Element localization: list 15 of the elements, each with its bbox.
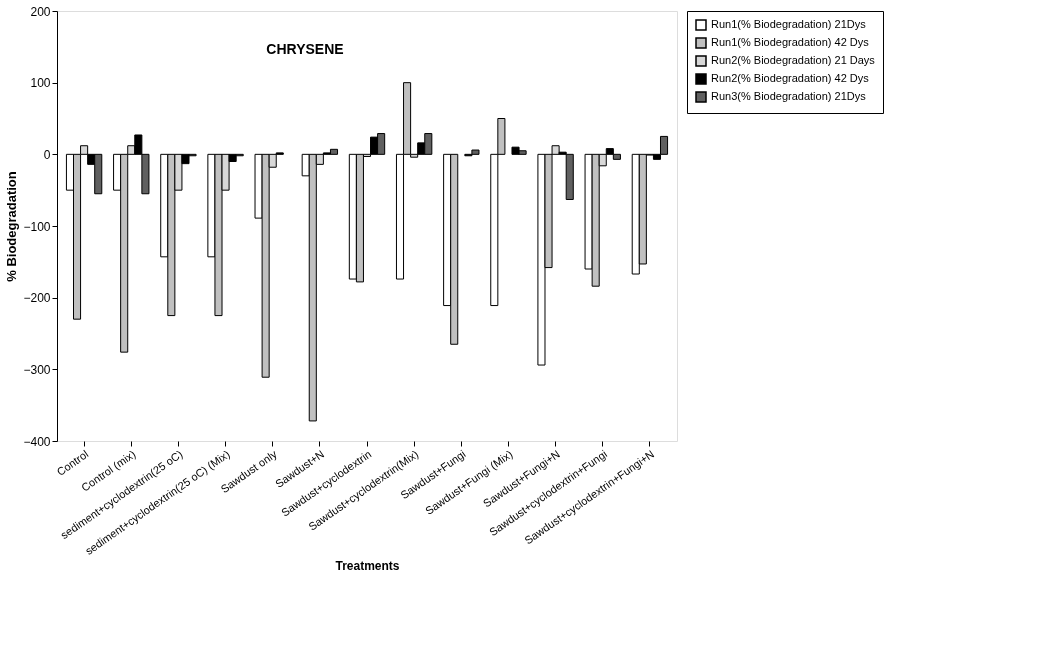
y-tick-label: −300 [23,362,51,377]
y-tick-label: −100 [23,219,51,234]
text: CHRYSENE [266,40,344,57]
y-tick-label: −200 [23,291,51,306]
y-tick-label: 0 [43,147,51,162]
legend-label: Run3(% Biodegradation) 21Dys [711,90,867,102]
legend-label: Run2(% Biodegradation) 42 Dys [711,72,870,84]
y-tick-label: 100 [30,76,51,91]
x-axis-title: Treatments [335,558,400,573]
y-tick-label: 200 [30,4,51,19]
legend-label: Run1(% Biodegradation) 42 Dys [711,36,870,48]
legend-label: Run1(% Biodegradation) 21Dys [711,18,867,30]
y-axis-title: % Biodegradation [4,171,20,282]
legend-label: Run2(% Biodegradation) 21 Days [711,54,876,66]
y-tick-label: −400 [23,434,51,449]
